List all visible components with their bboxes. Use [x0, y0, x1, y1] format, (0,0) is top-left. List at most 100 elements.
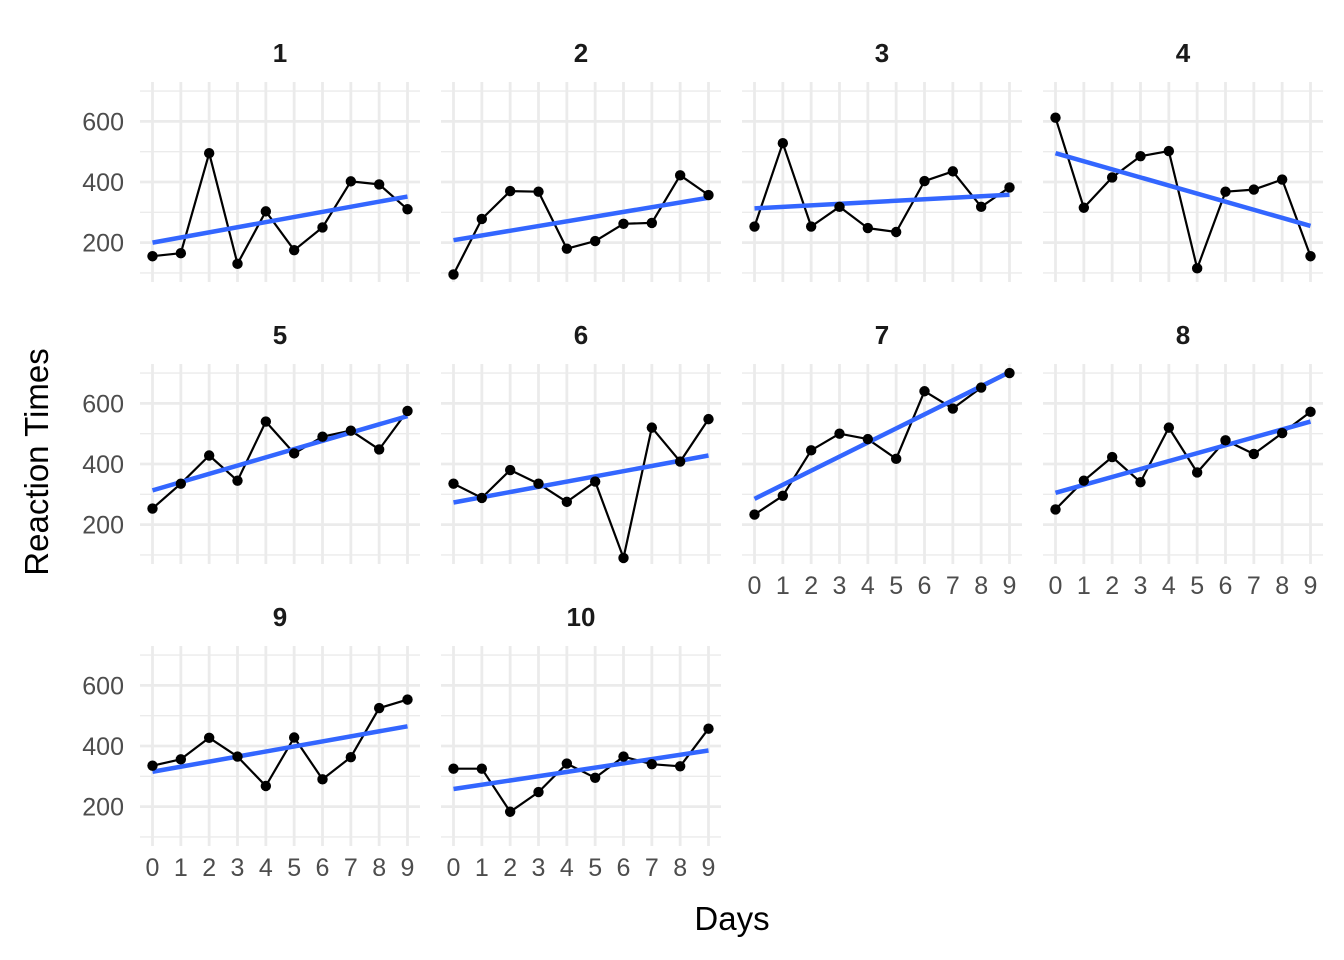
data-point — [1163, 145, 1175, 157]
data-point — [834, 201, 845, 213]
data-point — [533, 786, 544, 798]
trend-line — [152, 724, 408, 774]
x-tick-label: 3 — [833, 572, 847, 600]
data-point — [834, 428, 845, 439]
data-point — [749, 509, 760, 520]
x-tick-label: 0 — [1049, 572, 1063, 600]
data-point — [504, 464, 516, 476]
facet-panel-8: 80 1 2 3 4 5 6 7 8 9 — [1043, 320, 1323, 600]
x-tick-label: 1 — [776, 572, 790, 600]
x-tick-label: 8 — [372, 854, 386, 882]
trend-line — [453, 748, 709, 792]
y-tick-label: 200 — [82, 512, 124, 540]
data-point — [1191, 263, 1203, 274]
data-point — [890, 453, 902, 465]
data-point — [533, 186, 544, 197]
panel-grid — [1043, 82, 1323, 282]
series-line — [1054, 411, 1312, 511]
y-axis-title: Reaction Times — [18, 348, 55, 575]
data-point — [674, 170, 686, 181]
data-point — [947, 403, 959, 414]
panel-grid — [441, 646, 721, 846]
x-tick-label: 0 — [748, 572, 762, 600]
data-point — [1276, 174, 1288, 185]
x-tick-label: 2 — [804, 572, 818, 600]
data-point — [1135, 476, 1146, 488]
data-point — [345, 751, 357, 763]
data-point — [147, 503, 158, 514]
facet-panel-3: 3 — [742, 38, 1022, 282]
data-point — [703, 413, 714, 425]
x-tick-label: 9 — [1003, 572, 1017, 600]
panel-grid — [140, 364, 420, 564]
data-point — [618, 751, 629, 762]
data-point — [373, 179, 385, 190]
data-point — [402, 204, 413, 215]
x-tick-label: 1 — [1077, 572, 1091, 600]
x-tick-label: 5 — [588, 854, 602, 882]
trend-line — [453, 195, 709, 243]
x-tick-label: 3 — [532, 854, 546, 882]
x-tick-label: 6 — [617, 854, 631, 882]
trend-line — [753, 370, 1011, 501]
data-point — [260, 780, 272, 792]
x-tick-label: 8 — [673, 854, 687, 882]
x-tick-label: 0 — [146, 854, 160, 882]
data-point — [561, 496, 573, 508]
data-point — [476, 213, 488, 225]
data-point — [476, 492, 488, 504]
data-point — [919, 175, 930, 187]
data-point — [589, 772, 601, 784]
facet-strip-label: 3 — [875, 38, 889, 68]
x-tick-label: 5 — [287, 854, 301, 882]
x-tick-label: 7 — [946, 572, 960, 600]
trend-line — [152, 194, 408, 245]
y-tick-label: 400 — [82, 169, 124, 197]
data-point — [646, 758, 658, 770]
series-line — [152, 698, 408, 788]
trend-line — [1054, 419, 1312, 495]
data-point — [1220, 186, 1231, 197]
data-point — [1163, 422, 1175, 433]
x-tick-label: 1 — [475, 854, 489, 882]
data-point — [947, 166, 959, 177]
data-point — [1078, 475, 1090, 486]
data-point — [1248, 184, 1260, 195]
data-point — [448, 763, 459, 774]
data-point — [1220, 435, 1231, 446]
facet-strip-label: 8 — [1176, 320, 1190, 350]
facet-strip-label: 9 — [273, 602, 287, 632]
facet-strip-label: 2 — [574, 38, 588, 68]
x-tick-label: 9 — [702, 854, 716, 882]
x-tick-label: 7 — [344, 854, 358, 882]
data-point — [561, 758, 573, 769]
data-point — [749, 221, 760, 232]
data-point — [589, 235, 601, 247]
facet-strip-label: 10 — [567, 602, 596, 632]
panel-grid — [140, 646, 420, 846]
trend-line — [151, 413, 409, 493]
y-tick-label: 200 — [82, 794, 124, 822]
x-tick-label: 4 — [259, 854, 273, 882]
data-point — [703, 189, 714, 201]
data-point — [975, 201, 987, 213]
x-tick-label: 2 — [202, 854, 216, 882]
y-tick-label: 600 — [82, 108, 124, 136]
data-point — [232, 258, 243, 270]
data-point — [260, 206, 272, 217]
data-point — [175, 248, 187, 259]
facet-panel-1: 1 200 400 600 — [82, 38, 420, 282]
data-point — [1106, 451, 1118, 463]
data-point — [288, 244, 300, 256]
data-point — [402, 694, 413, 705]
data-point — [703, 723, 714, 734]
data-point — [618, 552, 629, 564]
data-point — [260, 416, 272, 427]
data-point — [1004, 367, 1015, 379]
data-point — [674, 761, 686, 772]
data-point — [674, 456, 686, 467]
data-point — [317, 222, 328, 233]
y-tick-label: 400 — [82, 733, 124, 761]
